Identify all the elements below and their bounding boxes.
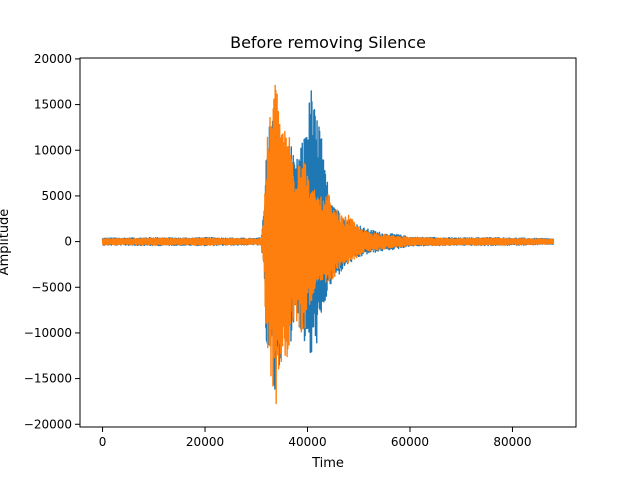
x-tick-label: 40000 — [288, 435, 326, 449]
y-tick-label: 5000 — [41, 189, 72, 203]
y-tick-label: 0 — [64, 235, 72, 249]
chart-title: Before removing Silence — [230, 33, 426, 52]
ticks: 0 20000 40000 60000 80000 −20000 −15000 −10000 −… — [24, 52, 532, 449]
y-tick-label: −20000 — [24, 417, 72, 431]
y-tick-label: 10000 — [34, 143, 72, 157]
x-tick-label: 0 — [99, 435, 107, 449]
axes-frame — [79, 57, 577, 428]
y-tick-label: 20000 — [34, 52, 72, 66]
y-tick-label: −5000 — [31, 280, 72, 294]
x-tick-label: 20000 — [186, 435, 224, 449]
x-tick-label: 80000 — [493, 435, 531, 449]
plot-area — [101, 84, 555, 405]
y-tick-label: 15000 — [34, 98, 72, 112]
y-tick-label: −10000 — [24, 326, 72, 340]
y-axis-label: Amplitude — [0, 209, 12, 276]
x-axis-label: Time — [311, 456, 344, 471]
x-tick-label: 60000 — [391, 435, 429, 449]
y-tick-label: −15000 — [24, 372, 72, 386]
series-line-2 — [101, 84, 555, 405]
